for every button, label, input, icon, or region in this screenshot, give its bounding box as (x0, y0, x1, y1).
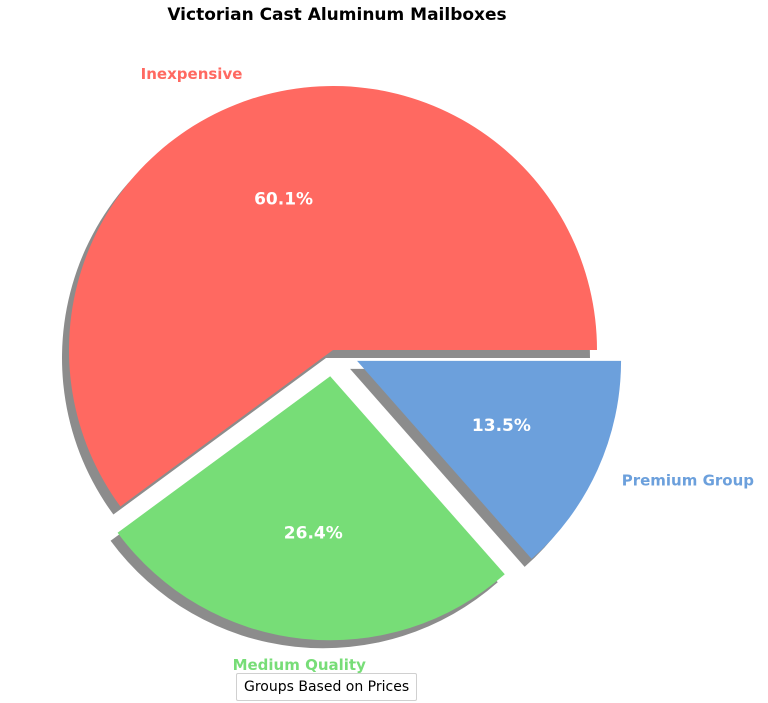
pie-labels: 60.1% Inexpensive 26.4% Medium Quality 13.5%… (141, 65, 755, 674)
slice-inexpensive (69, 85, 598, 507)
slice-label-medium-quality: Medium Quality (233, 656, 367, 674)
slice-label-premium-group: Premium Group (622, 471, 755, 489)
percent-label-medium-quality: 26.4% (284, 524, 343, 544)
slice-medium-quality (117, 376, 505, 641)
legend: Groups Based on Prices (236, 673, 418, 701)
slice-premium-group (357, 360, 622, 559)
pie-slices (69, 85, 622, 641)
percent-label-premium-group: 13.5% (472, 416, 531, 436)
chart-title: Victorian Cast Aluminum Mailboxes (167, 5, 507, 25)
slice-label-inexpensive: Inexpensive (141, 65, 243, 83)
percent-label-inexpensive: 60.1% (254, 190, 313, 210)
legend-title: Groups Based on Prices (244, 679, 410, 695)
